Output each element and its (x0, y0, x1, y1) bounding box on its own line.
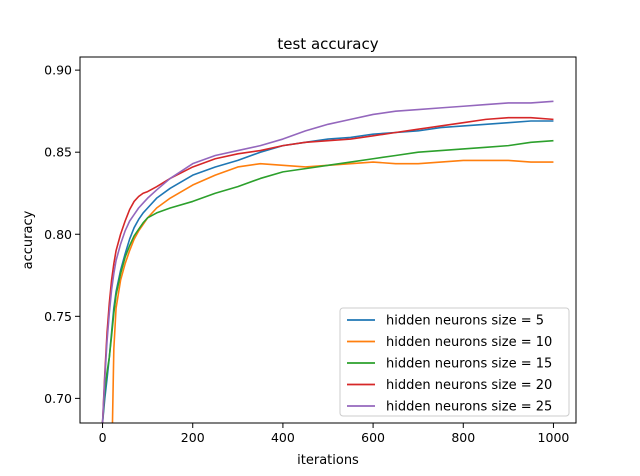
legend-label-2: hidden neurons size = 10 (386, 335, 552, 350)
legend-label-1: hidden neurons size = 5 (386, 314, 544, 329)
x-tick-label: 1000 (538, 430, 570, 445)
legend-box (339, 307, 570, 417)
x-tick-label: 0 (99, 430, 107, 445)
series-line-5 (101, 100, 554, 423)
x-tick-label: 800 (451, 430, 475, 445)
x-tick-label: 400 (271, 430, 295, 445)
series-line-4 (101, 116, 554, 423)
plot-frame (79, 56, 577, 424)
legend-label-4: hidden neurons size = 20 (386, 378, 552, 393)
y-axis: 0.70 0.75 0.80 0.85 0.90 (44, 63, 80, 406)
series-line-3 (101, 139, 554, 423)
chart-title: test accuracy (277, 35, 378, 53)
series-lines (101, 100, 554, 423)
y-tick-label: 0.75 (44, 309, 72, 324)
y-tick-label: 0.90 (44, 63, 72, 78)
y-tick-label: 0.85 (44, 145, 72, 160)
y-tick-label: 0.80 (44, 227, 72, 242)
x-axis: 0 200 400 600 800 1000 (99, 423, 570, 445)
y-axis-label: accuracy (21, 210, 36, 269)
x-tick-label: 600 (361, 430, 385, 445)
x-axis-label: iterations (297, 453, 359, 468)
legend-label-3: hidden neurons size = 15 (386, 357, 552, 372)
legend: hidden neurons size = 5 hidden neurons si… (339, 307, 570, 417)
legend-label-5: hidden neurons size = 25 (386, 400, 552, 415)
x-tick-label: 200 (181, 430, 205, 445)
y-tick-label: 0.70 (44, 391, 72, 406)
series-line-2 (111, 159, 554, 423)
